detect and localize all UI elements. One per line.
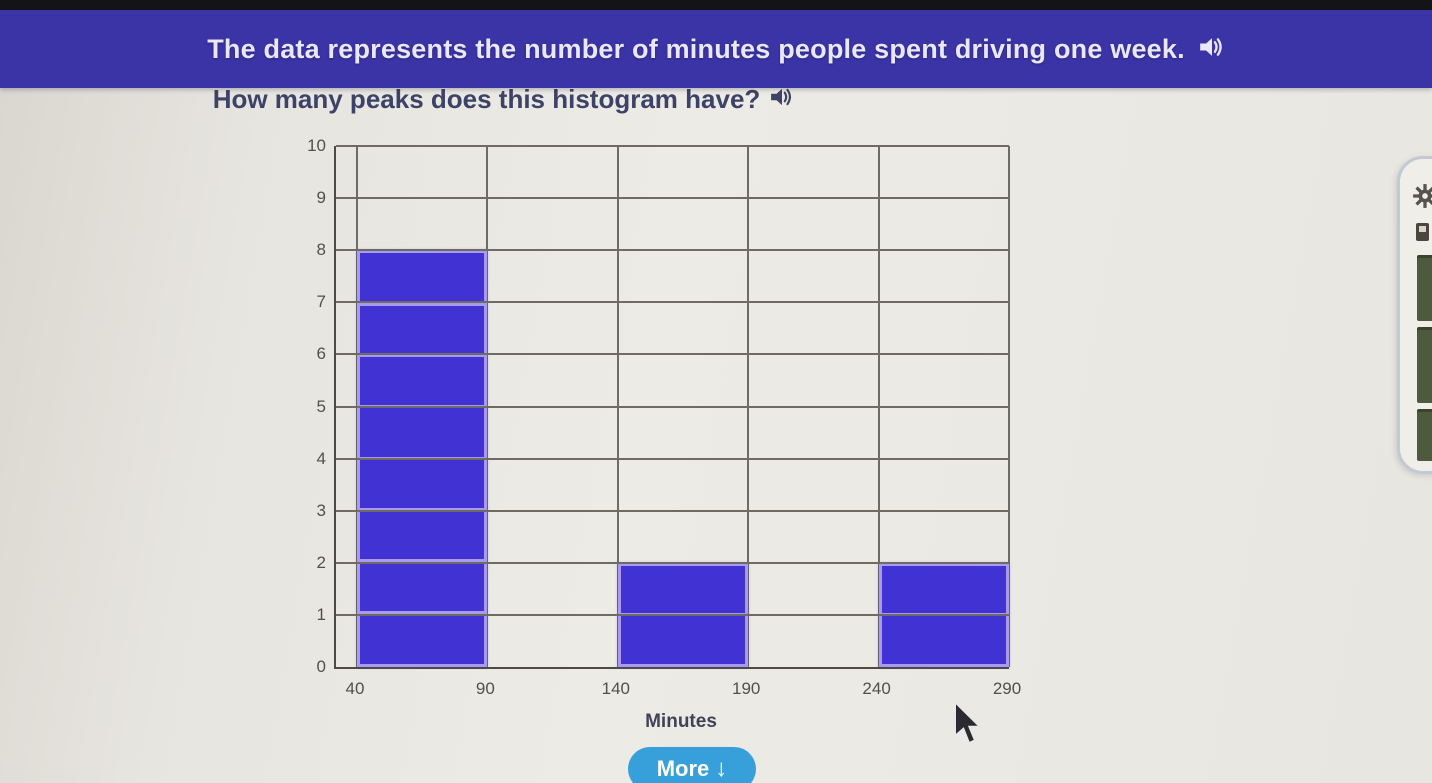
screen-top-bezel [0, 0, 1432, 10]
x-tick-label: 190 [732, 679, 761, 698]
more-button-label: More [656, 756, 710, 781]
y-tick-label: 8 [316, 240, 326, 260]
x-axis-title: Minutes [645, 711, 717, 732]
grid-line [336, 561, 1009, 564]
speaker-icon[interactable] [1199, 35, 1225, 64]
grid-line [336, 197, 1009, 200]
bar-unit-divider [360, 353, 485, 357]
grid-line [336, 301, 1009, 304]
bar-unit-divider [360, 559, 485, 563]
y-tick-label: 2 [316, 552, 326, 572]
grid-line [336, 509, 1009, 512]
bar-unit-divider [360, 610, 485, 614]
x-tick-label: 90 [475, 679, 495, 698]
y-tick-label: 3 [316, 500, 326, 520]
grid-line [336, 457, 1009, 460]
y-tick-label: 0 [316, 657, 326, 676]
video-thumbnail[interactable] [1417, 409, 1432, 461]
mouse-cursor [953, 699, 987, 751]
grid-line [336, 613, 1009, 616]
video-thumbnail[interactable] [1417, 327, 1432, 403]
side-toolbar-panel [1397, 156, 1432, 474]
y-tick-label: 4 [316, 448, 326, 468]
down-arrow-icon: ↓ [715, 755, 728, 782]
y-tick-label: 10 [307, 136, 326, 155]
x-tick-label: 40 [345, 679, 365, 698]
more-button[interactable]: More ↓ [628, 747, 756, 783]
grid-line [336, 353, 1009, 356]
x-tick-label: 240 [862, 679, 891, 698]
y-tick-label: 9 [316, 188, 326, 208]
y-tick-label: 1 [316, 604, 326, 624]
grid-line [336, 405, 1009, 408]
instruction-banner: The data represents the number of minute… [0, 10, 1432, 88]
question-speaker-icon[interactable] [770, 86, 794, 113]
y-tick-label: 7 [316, 292, 326, 312]
gear-icon[interactable] [1412, 183, 1432, 214]
question-text: How many peaks does this histogram have? [212, 84, 761, 114]
bar-unit-divider [360, 302, 485, 306]
grid-line [336, 145, 1009, 147]
badge-icon[interactable] [1416, 223, 1429, 241]
y-tick-label: 5 [316, 396, 326, 416]
question-row: How many peaks does this histogram have? [0, 84, 1007, 115]
bar-unit-divider [360, 507, 485, 511]
grid-line [1008, 146, 1010, 667]
y-tick-label: 6 [316, 344, 326, 364]
plot-area [334, 145, 1010, 669]
video-thumbnail[interactable] [1417, 255, 1432, 321]
x-tick-label: 140 [601, 679, 630, 698]
instruction-text: The data represents the number of minute… [207, 33, 1185, 64]
grid-line [336, 249, 1009, 252]
x-tick-label: 290 [992, 679, 1022, 698]
